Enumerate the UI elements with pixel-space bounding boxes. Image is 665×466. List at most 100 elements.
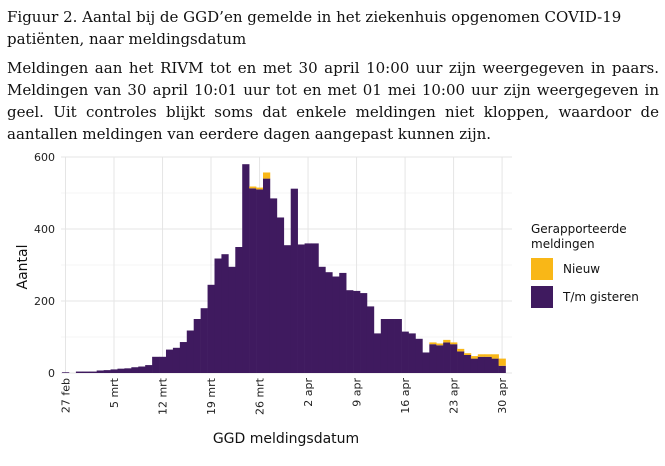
y-axis-label: Aantal (15, 245, 31, 290)
bar-new (491, 354, 499, 359)
bar-new (457, 348, 465, 352)
bar-prev (450, 344, 458, 373)
x-axis-label: GGD meldingsdatum (213, 431, 359, 447)
bar-prev (346, 290, 354, 373)
bar-prev (221, 254, 229, 373)
x-tick-label: 16 apr (399, 378, 412, 414)
bar-prev (214, 258, 222, 373)
figure-description: Meldingen aan het RIVM tot en met 30 apr… (7, 59, 659, 143)
bar-prev (249, 188, 257, 373)
bar-prev (82, 371, 91, 373)
bars (62, 164, 506, 373)
bar-prev (200, 308, 208, 373)
legend-title: Gerapporteerde meldingen (531, 222, 627, 251)
bar-prev (165, 349, 174, 373)
bar-prev (152, 356, 160, 373)
bar-new (477, 354, 486, 357)
bar-prev (269, 198, 278, 373)
bar-prev (325, 272, 333, 373)
bar-prev (304, 243, 312, 373)
x-tick-label: 27 feb (60, 378, 73, 413)
bar-prev (443, 342, 451, 373)
bar-prev (394, 319, 402, 373)
bar-prev (62, 372, 70, 373)
bar-prev (415, 338, 423, 373)
bar-prev (380, 319, 389, 373)
legend-swatch-new (531, 258, 553, 280)
x-tick-label: 9 apr (351, 378, 364, 407)
x-tick-labels: 27 feb 5 mrt 12 mrt 19 mrt 26 mrt 2 apr 9 apr 1… (60, 377, 510, 415)
bar-prev (89, 371, 97, 373)
y-tick-label: 0 (48, 367, 55, 380)
bar-prev (124, 368, 132, 373)
figure-caption: Figuur 2. Aantal bij de GGD’en gemelde i… (7, 8, 622, 48)
bar-prev (256, 189, 264, 373)
x-tick-label: 12 mrt (157, 377, 170, 415)
bar-prev (96, 370, 104, 373)
bar-prev (242, 164, 250, 373)
bar-new (463, 353, 472, 355)
y-tick-label: 600 (34, 151, 55, 164)
bar-prev (353, 290, 361, 373)
bar-new (450, 342, 458, 345)
bar-prev (235, 247, 243, 373)
bar-prev (332, 276, 340, 373)
x-tick-label: 2 apr (302, 378, 315, 407)
bar-prev (263, 178, 271, 373)
bar-prev (360, 293, 368, 373)
bar-prev (110, 369, 118, 373)
x-tick-label: 26 mrt (254, 377, 267, 415)
bar-prev (429, 344, 437, 373)
bar-prev (457, 351, 465, 373)
bar-prev (311, 243, 319, 373)
bar-prev (179, 342, 188, 373)
bar-new (443, 339, 451, 343)
legend-swatch-prev (531, 286, 553, 308)
bar-prev (290, 188, 298, 373)
bar-prev (207, 284, 215, 373)
legend-item-new: Nieuw (531, 258, 663, 280)
bar-new (484, 354, 492, 357)
bar-new (249, 186, 257, 189)
bar-prev (408, 333, 416, 373)
bar-prev (477, 356, 486, 373)
legend: Gerapporteerde meldingen Nieuw T/m giste… (531, 222, 663, 308)
bar-new (498, 358, 506, 366)
y-tick-label: 200 (34, 295, 55, 308)
bar-prev (159, 356, 167, 373)
bar-prev (228, 266, 236, 373)
legend-item-prev: T/m gisteren (531, 286, 663, 308)
bar-new (436, 343, 444, 346)
bar-new (429, 342, 437, 345)
bar-prev (117, 368, 125, 373)
bar-prev (498, 365, 506, 373)
bar-prev (318, 266, 326, 373)
y-tick-labels: 0 200 400 600 (34, 151, 55, 380)
bar-prev (339, 272, 347, 373)
bar-prev (366, 306, 375, 373)
bar-new (470, 356, 479, 359)
legend-label-prev: T/m gisteren (563, 290, 639, 304)
bar-prev (131, 367, 139, 373)
bar-prev (484, 356, 492, 373)
bar-prev (491, 358, 499, 373)
bar-new (256, 187, 264, 190)
bar-prev (145, 365, 153, 373)
bar-prev (373, 333, 382, 373)
bar-prev (297, 244, 305, 373)
bar-prev (75, 371, 84, 373)
bar-prev (436, 345, 444, 373)
bar-prev (103, 370, 111, 373)
x-tick-label: 5 mrt (108, 377, 121, 408)
bar-prev (276, 217, 285, 373)
bar-prev (138, 366, 146, 373)
bar-prev (422, 352, 430, 373)
y-tick-label: 400 (34, 223, 55, 236)
x-tick-label: 23 apr (448, 378, 461, 414)
bar-new (263, 172, 271, 179)
legend-label-new: Nieuw (563, 262, 601, 276)
bar-prev (470, 358, 479, 373)
bar-prev (387, 319, 395, 373)
bar-prev (172, 347, 181, 373)
